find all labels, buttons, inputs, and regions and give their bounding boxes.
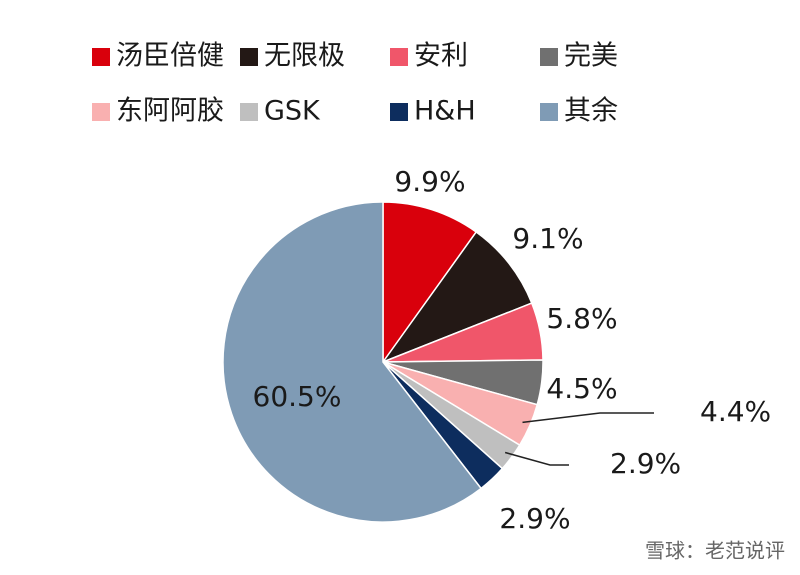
data-label: 4.4% [700,395,771,428]
data-label: 2.9% [610,447,681,480]
legend-label: 其余 [564,96,618,127]
legend-swatch [240,103,258,121]
legend-swatch [540,103,558,121]
legend-swatch [92,103,110,121]
legend-swatch [540,48,558,66]
legend-label: 完美 [564,41,618,72]
data-label: 5.8% [546,302,617,335]
legend-label: 东阿阿胶 [116,96,224,127]
legend-label: 汤臣倍健 [116,41,224,72]
pie-slice [222,201,483,523]
data-label: 2.9% [499,502,570,535]
leader-line [504,451,569,466]
legend-swatch [390,103,408,121]
legend-swatch [92,48,110,66]
legend-swatch [240,48,258,66]
legend-label: GSK [264,96,321,127]
data-label: 60.5% [253,380,342,413]
watermark: 雪球：老范说评 [645,539,785,563]
legend-label: H&H [414,96,476,127]
legend-label: 无限极 [264,41,345,72]
leader-line [522,412,654,424]
data-label: 9.1% [512,222,583,255]
pie-slice [380,230,533,364]
legend-label: 安利 [414,41,468,72]
legend-swatch [390,48,408,66]
data-label: 4.5% [546,372,617,405]
data-label: 9.9% [394,165,465,198]
pie-slice [382,201,478,365]
